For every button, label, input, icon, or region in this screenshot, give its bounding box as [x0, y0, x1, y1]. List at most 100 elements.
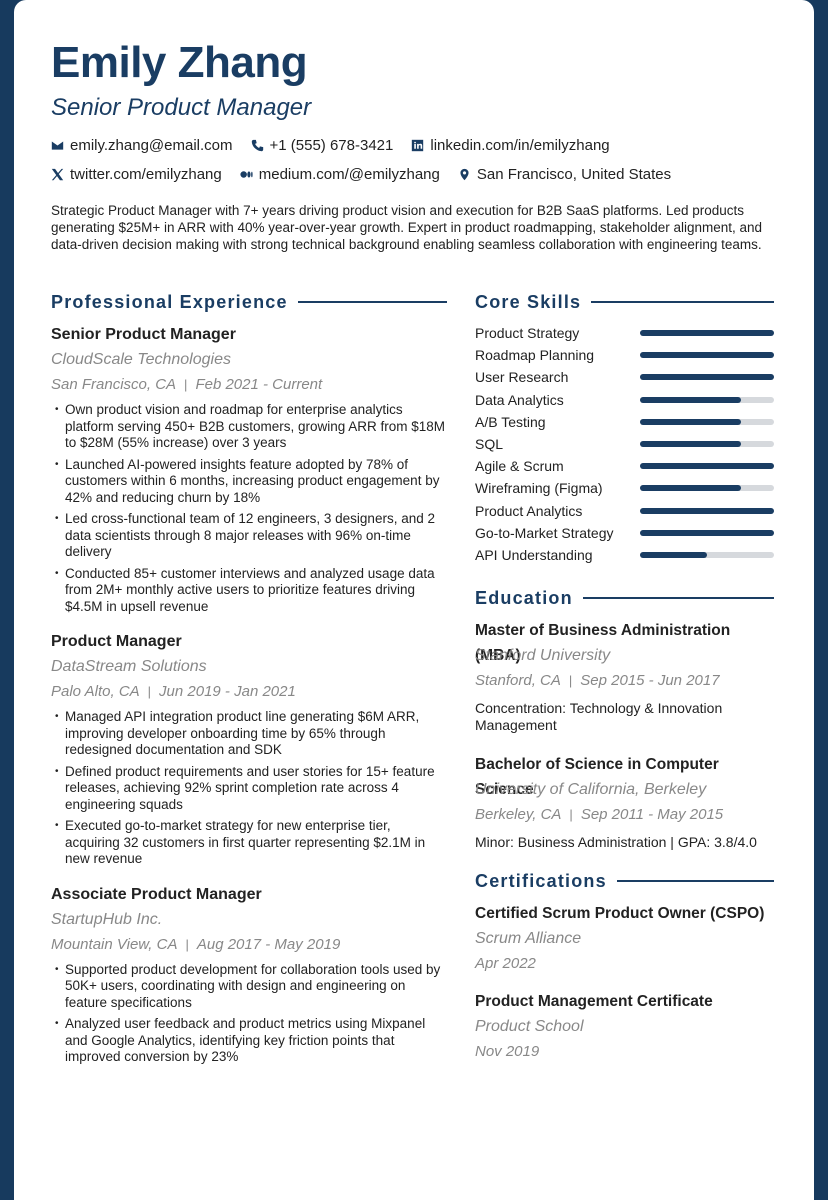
- skill-bar-track: [640, 374, 774, 381]
- location: Stanford, CA: [475, 672, 561, 690]
- contact-text: +1 (555) 678-3421: [269, 137, 394, 154]
- section-heading: Education: [475, 586, 774, 610]
- skill-bar-track: [640, 529, 774, 536]
- right-column: Core Skills Product Strategy Roadmap Plann…: [475, 290, 774, 1077]
- bullet: Supported product development for collab…: [55, 962, 447, 1012]
- skill-bar-track: [640, 441, 774, 448]
- company: DataStream Solutions: [51, 658, 207, 675]
- education-item: Bachelor of Science in Computer Science U…: [475, 752, 774, 851]
- certifications: Certifications Certified Scrum Product Ow…: [475, 869, 774, 1065]
- cert-date: Apr 2022: [475, 955, 536, 973]
- skill-name: A/B Testing: [475, 413, 546, 430]
- skill-bar-track: [640, 485, 774, 492]
- skill-bar-track: [640, 507, 774, 514]
- job: Product Manager DataStream Solutions Palo …: [51, 629, 447, 868]
- location-dates: Mountain View, CA | Aug 2017 - May 2019: [51, 932, 447, 958]
- section-title: Core Skills: [475, 291, 582, 312]
- contact: +1 (555) 678-3421: [251, 137, 394, 154]
- skill: SQL: [475, 433, 774, 455]
- degree: Bachelor of Science in Computer Science: [475, 756, 719, 799]
- contact: medium.com/@emilyzhang: [240, 166, 440, 183]
- section-title: Certifications: [475, 870, 607, 891]
- dates: Sep 2015 - Jun 2017: [580, 672, 720, 690]
- skill-bar: [640, 463, 774, 470]
- degree: Master of Business Administration (MBA): [475, 622, 731, 665]
- linkedin-icon: [412, 139, 424, 152]
- contact-text: twitter.com/emilyzhang: [70, 166, 222, 183]
- location-icon: [460, 168, 469, 181]
- contact: twitter.com/emilyzhang: [51, 166, 222, 183]
- skill-bar-track: [640, 352, 774, 359]
- skill-bar-track: [640, 551, 774, 558]
- contact: linkedin.com/in/emilyzhang: [411, 137, 610, 154]
- phone-icon: [251, 139, 263, 152]
- skill: User Research: [475, 366, 774, 388]
- skill-name: API Understanding: [475, 546, 593, 563]
- bullet: Own product vision and roadmap for enter…: [55, 402, 447, 452]
- bullet-list: Managed API integration product line gen…: [51, 709, 447, 868]
- school: Stanford University: [475, 647, 611, 665]
- location-dates: Palo Alto, CA | Jun 2019 - Jan 2021: [51, 679, 447, 705]
- contact-row: emily.zhang@email.com +1 (555) 678-3421 …: [51, 137, 610, 154]
- email-icon: [51, 141, 64, 150]
- bullet: Launched AI-powered insights feature ado…: [55, 457, 447, 507]
- heading-rule: [616, 880, 774, 883]
- skill-bar: [640, 352, 774, 359]
- skill-name: Wireframing (Figma): [475, 480, 603, 497]
- skill-bar: [640, 418, 741, 425]
- certification: Certified Scrum Product Owner (CSPO) Scru…: [475, 901, 774, 977]
- skill-bar: [640, 507, 774, 514]
- skill: Data Analytics: [475, 389, 774, 411]
- skill: Product Strategy: [475, 322, 774, 344]
- skill-bar: [640, 529, 774, 536]
- skill-bar: [640, 441, 741, 448]
- school: University of California, Berkeley: [475, 781, 707, 799]
- certification: Product Management Certificate Product Sc…: [475, 989, 774, 1065]
- skill-bar: [640, 374, 774, 381]
- job: Associate Product Manager StartupHub Inc.…: [51, 882, 447, 1066]
- heading-rule: [591, 301, 774, 303]
- medium-icon: [240, 171, 253, 178]
- summary: Strategic Product Manager with 7+ years …: [51, 203, 763, 252]
- skill: A/B Testing: [475, 411, 774, 433]
- company: CloudScale Technologies: [51, 351, 231, 368]
- body: Emily Zhang Senior Product Manager emily…: [0, 0, 828, 1171]
- skill-bar: [640, 396, 741, 403]
- skill-bar-track: [640, 330, 774, 337]
- job-title: Associate Product Manager: [51, 885, 262, 903]
- location: Mountain View, CA: [51, 935, 178, 953]
- skill-bar-track: [640, 396, 774, 403]
- location: Palo Alto, CA: [51, 683, 140, 700]
- skill-name: Product Analytics: [475, 502, 583, 519]
- dates: Jun 2019 - Jan 2021: [159, 683, 296, 700]
- issuer: Product School: [475, 1018, 584, 1036]
- dates: Feb 2021 - Current: [195, 376, 323, 393]
- section-heading: Certifications: [475, 869, 774, 893]
- section-heading: Professional Experience: [51, 290, 447, 314]
- section-title: Education: [475, 587, 573, 608]
- skill-name: Go-to-Market Strategy: [475, 524, 614, 541]
- skill: Product Analytics: [475, 500, 774, 522]
- heading-rule: [297, 301, 447, 303]
- bullet: Executed go-to-market strategy for new e…: [55, 818, 447, 868]
- skill-name: Product Strategy: [475, 325, 580, 342]
- separator: |: [184, 377, 188, 392]
- bullet-list: Own product vision and roadmap for enter…: [51, 402, 447, 615]
- location-dates: Stanford, CA | Sep 2015 - Jun 2017: [475, 668, 774, 694]
- left-column: Professional Experience Senior Product Ma…: [51, 290, 447, 1080]
- contact: emily.zhang@email.com: [51, 137, 233, 154]
- contact: San Francisco, United States: [458, 166, 671, 183]
- skill-bar: [640, 551, 707, 558]
- job: Senior Product Manager CloudScale Technol…: [51, 322, 447, 615]
- bullet: Managed API integration product line gen…: [55, 709, 447, 759]
- skill: Go-to-Market Strategy: [475, 522, 774, 544]
- skill: Wireframing (Figma): [475, 477, 774, 499]
- bullet: Conducted 85+ customer interviews and an…: [55, 566, 447, 616]
- education-item: Master of Business Administration (MBA) S…: [475, 618, 774, 734]
- education: Education Master of Business Administrati…: [475, 586, 774, 851]
- bullet: Defined product requirements and user st…: [55, 764, 447, 814]
- note: Minor: Business Administration | GPA: 3.…: [475, 834, 757, 851]
- skill-bar: [640, 485, 741, 492]
- skill: Roadmap Planning: [475, 344, 774, 366]
- contact-text: medium.com/@emilyzhang: [258, 166, 440, 183]
